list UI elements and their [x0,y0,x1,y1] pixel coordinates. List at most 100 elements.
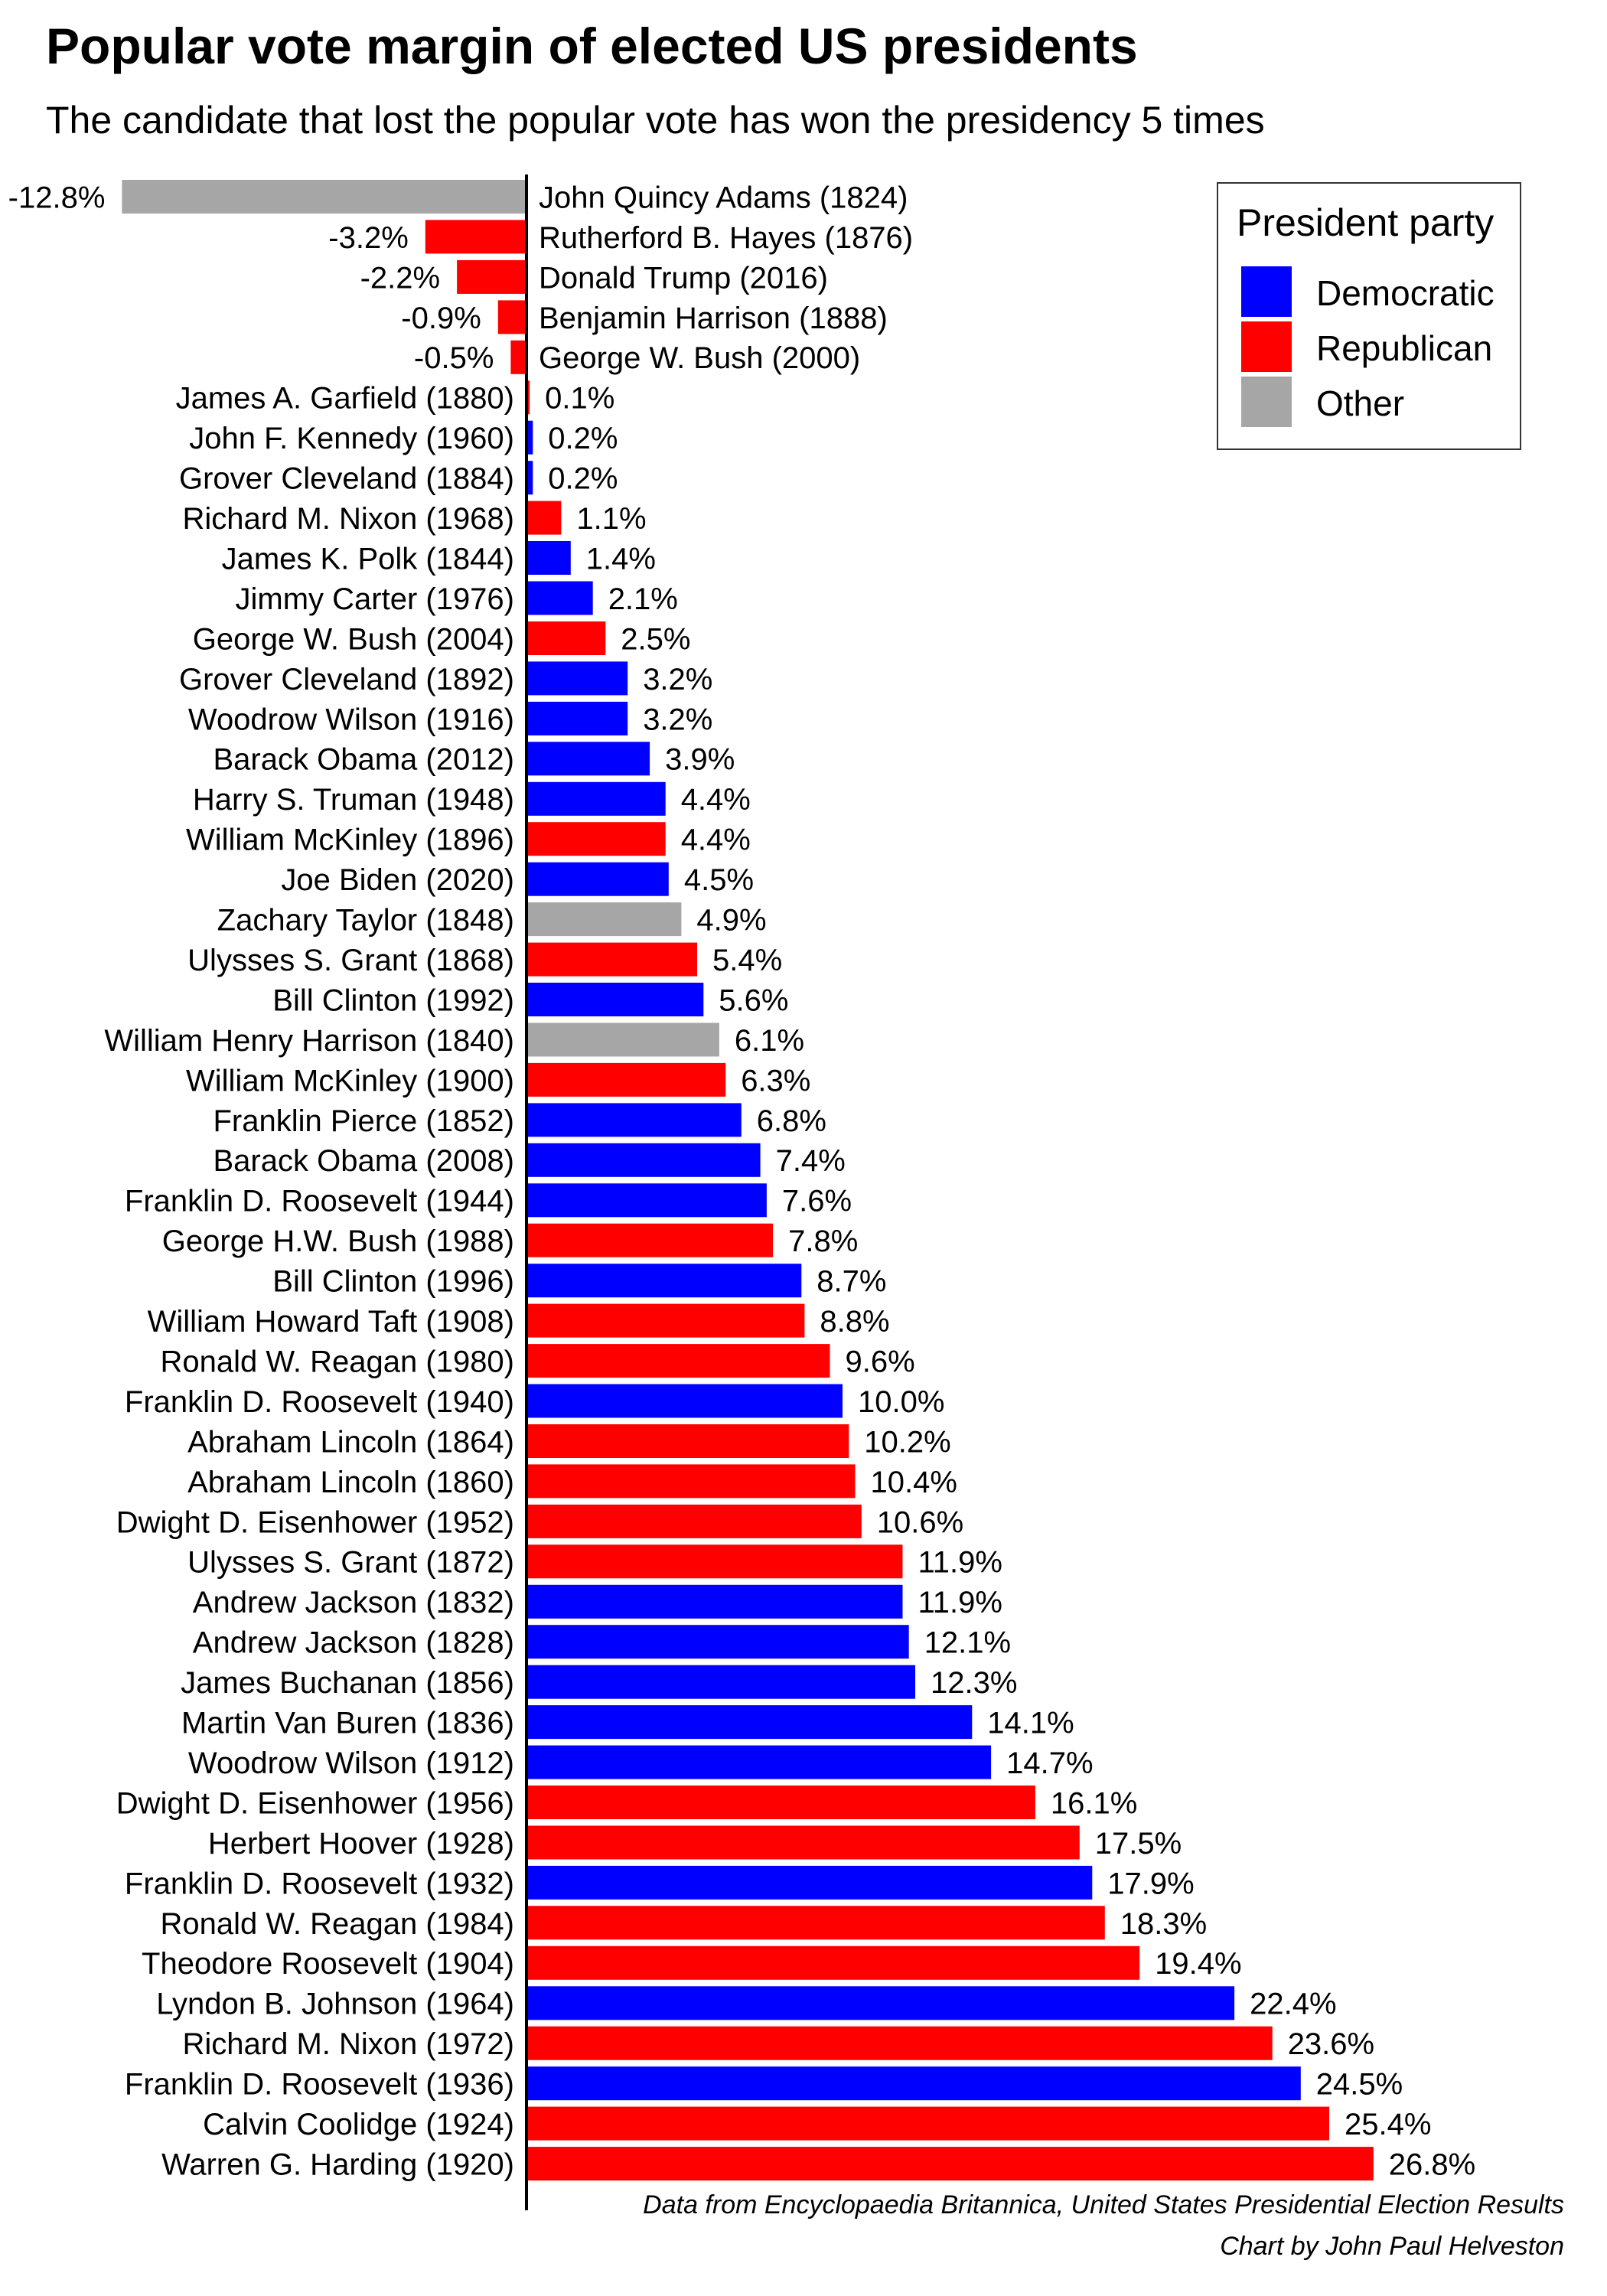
category-label-dwight-d-eisenhower-1952: Dwight D. Eisenhower (1952) [116,1505,514,1539]
value-label-franklin-pierce-1852: 6.8% [757,1104,826,1138]
bar-ulysses-s-grant-1872 [526,1544,903,1579]
category-label-herbert-hoover-1928: Herbert Hoover (1928) [208,1827,514,1861]
bar-james-a-garfield-1880 [526,380,530,415]
category-label-barack-obama-2012: Barack Obama (2012) [213,743,514,777]
value-label-bill-clinton-1996: 8.7% [817,1265,886,1299]
value-label-bill-clinton-1992: 5.6% [719,983,788,1017]
bar-woodrow-wilson-1912 [526,1745,992,1779]
value-label-benjamin-harrison-1888: -0.9% [401,302,481,335]
legend-title: President party [1237,201,1495,244]
value-label-ulysses-s-grant-1872: 11.9% [918,1546,1002,1580]
value-label-donald-trump-2016: -2.2% [360,261,441,295]
value-label-richard-m-nixon-1968: 1.1% [576,502,646,536]
bar-john-f-kennedy-1960 [526,420,533,455]
bar-joe-biden-2020 [526,862,669,896]
category-label-andrew-jackson-1828: Andrew Jackson (1828) [193,1626,514,1660]
bar-james-k-polk-1844 [526,541,571,575]
bar-warren-g-harding-1920 [526,2147,1374,2181]
value-label-james-a-garfield-1880: 0.1% [545,382,614,416]
legend-label-republican: Republican [1316,328,1493,368]
category-label-lyndon-b-johnson-1964: Lyndon B. Johnson (1964) [156,1988,514,2021]
category-label-william-howard-taft-1908: William Howard Taft (1908) [148,1305,514,1339]
bar-franklin-d-roosevelt-1944 [526,1183,767,1218]
category-label-grover-cleveland-1884: Grover Cleveland (1884) [179,462,514,496]
labels-layer: John Quincy Adams (1824) -12.8% Rutherford… [8,181,1476,2181]
bar-ulysses-s-grant-1868 [526,942,697,977]
category-label-bill-clinton-1992: Bill Clinton (1992) [272,983,514,1017]
bar-calvin-coolidge-1924 [526,2106,1329,2141]
category-label-theodore-roosevelt-1904: Theodore Roosevelt (1904) [142,1947,514,1981]
legend-swatch-democratic [1241,266,1292,317]
bar-andrew-jackson-1828 [526,1625,909,1659]
category-label-william-mckinley-1900: William McKinley (1900) [186,1064,514,1097]
category-label-ulysses-s-grant-1872: Ulysses S. Grant (1872) [187,1546,514,1580]
bar-george-w-bush-2000 [510,340,526,374]
bar-grover-cleveland-1892 [526,661,628,696]
value-label-rutherford-b-hayes-1876: -3.2% [328,221,409,255]
bar-bill-clinton-1996 [526,1264,802,1298]
category-label-dwight-d-eisenhower-1956: Dwight D. Eisenhower (1956) [116,1786,514,1820]
bar-lyndon-b-johnson-1964 [526,1986,1235,2020]
bar-donald-trump-2016 [457,259,526,294]
value-label-william-mckinley-1900: 6.3% [741,1064,810,1097]
bar-william-mckinley-1900 [526,1062,726,1097]
value-label-barack-obama-2012: 3.9% [665,743,735,777]
category-label-george-w-bush-2000: George W. Bush (2000) [539,341,860,375]
value-label-abraham-lincoln-1864: 10.2% [864,1425,950,1459]
value-label-franklin-d-roosevelt-1940: 10.0% [858,1385,944,1419]
bar-ronald-w-reagan-1980 [526,1344,830,1378]
bar-zachary-taylor-1848 [526,902,682,937]
category-label-george-h-w-bush-1988: George H.W. Bush (1988) [162,1225,514,1258]
value-label-theodore-roosevelt-1904: 19.4% [1155,1947,1241,1981]
category-label-john-quincy-adams-1824: John Quincy Adams (1824) [539,181,908,214]
category-label-james-buchanan-1856: James Buchanan (1856) [181,1666,514,1700]
value-label-abraham-lincoln-1860: 10.4% [871,1466,957,1499]
value-label-john-f-kennedy-1960: 0.2% [548,422,618,455]
value-label-woodrow-wilson-1916: 3.2% [643,703,712,736]
bar-rutherford-b-hayes-1876 [425,220,526,254]
category-label-william-mckinley-1896: William McKinley (1896) [186,823,514,857]
value-label-grover-cleveland-1884: 0.2% [548,462,618,496]
value-label-herbert-hoover-1928: 17.5% [1095,1827,1182,1861]
bar-george-h-w-bush-1988 [526,1223,774,1257]
bar-dwight-d-eisenhower-1956 [526,1786,1035,1819]
category-label-benjamin-harrison-1888: Benjamin Harrison (1888) [539,302,888,335]
bar-grover-cleveland-1884 [526,461,533,495]
chart-subtitle: The candidate that lost the popular vote… [46,99,1265,142]
category-label-franklin-pierce-1852: Franklin Pierce (1852) [214,1104,515,1138]
bar-benjamin-harrison-1888 [497,300,526,334]
value-label-john-quincy-adams-1824: -12.8% [8,181,106,214]
value-label-william-howard-taft-1908: 8.8% [820,1305,889,1339]
category-label-richard-m-nixon-1968: Richard M. Nixon (1968) [183,502,515,536]
bar-john-quincy-adams-1824 [122,180,526,214]
bar-harry-s-truman-1948 [526,781,666,816]
value-label-richard-m-nixon-1972: 23.6% [1288,2027,1374,2061]
category-label-bill-clinton-1996: Bill Clinton (1996) [272,1265,514,1299]
value-label-andrew-jackson-1832: 11.9% [918,1586,1002,1619]
value-label-george-w-bush-2000: -0.5% [414,341,494,375]
value-label-barack-obama-2008: 7.4% [776,1144,846,1178]
value-label-ulysses-s-grant-1868: 5.4% [712,944,782,977]
bar-woodrow-wilson-1916 [526,701,628,735]
value-label-harry-s-truman-1948: 4.4% [681,783,751,817]
category-label-grover-cleveland-1892: Grover Cleveland (1892) [179,663,514,696]
bar-herbert-hoover-1928 [526,1825,1080,1860]
bar-bill-clinton-1992 [526,983,704,1016]
value-label-andrew-jackson-1828: 12.1% [924,1626,1011,1660]
category-label-james-a-garfield-1880: James A. Garfield (1880) [176,382,514,416]
bar-richard-m-nixon-1968 [526,501,562,535]
category-label-abraham-lincoln-1860: Abraham Lincoln (1860) [187,1466,514,1499]
bar-ronald-w-reagan-1984 [526,1906,1105,1940]
value-label-franklin-d-roosevelt-1944: 7.6% [782,1185,852,1218]
category-label-calvin-coolidge-1924: Calvin Coolidge (1924) [203,2108,514,2141]
value-label-dwight-d-eisenhower-1956: 16.1% [1051,1786,1137,1820]
value-label-lyndon-b-johnson-1964: 22.4% [1250,1988,1336,2021]
value-label-warren-g-harding-1920: 26.8% [1389,2148,1475,2182]
chart-title: Popular vote margin of elected US presid… [46,18,1138,74]
bar-richard-m-nixon-1972 [526,2026,1273,2060]
value-label-james-buchanan-1856: 12.3% [931,1666,1017,1700]
category-label-andrew-jackson-1832: Andrew Jackson (1832) [193,1586,514,1619]
value-label-william-henry-harrison-1840: 6.1% [735,1024,804,1058]
bar-james-buchanan-1856 [526,1665,915,1699]
